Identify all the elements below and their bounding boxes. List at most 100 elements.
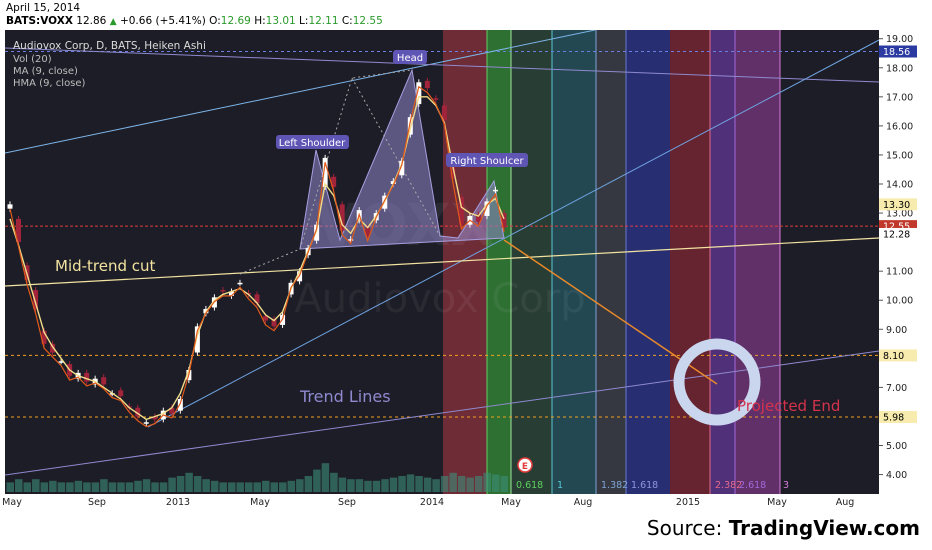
candle-body [331, 176, 337, 187]
candle-body [416, 82, 422, 105]
volume-bar [500, 476, 508, 492]
volume-bar [406, 474, 415, 492]
price-tag-box [879, 227, 917, 240]
pattern-guide-right [351, 77, 441, 237]
candle-body [475, 214, 481, 222]
head-label-box [393, 50, 427, 64]
fib-zone-teal [552, 30, 596, 494]
price-chart[interactable]: VOXX Audiovox Corp Head Left Shoulder [0, 30, 932, 510]
source-credit: Source: TradingView.com [647, 516, 920, 540]
volume-bar [330, 472, 338, 492]
x-tick-label: May [2, 497, 22, 508]
volume-bar [372, 480, 381, 492]
y-tick-label: 5.00 [886, 441, 907, 452]
volume-bar [466, 477, 474, 492]
candle-body [322, 157, 328, 187]
volume-bar [108, 482, 117, 492]
x-tick-label: Aug [836, 497, 855, 508]
y-tick-label: 13.00 [886, 209, 913, 220]
candle-body [41, 330, 47, 344]
legend-vol[interactable]: Vol (20) [13, 54, 52, 65]
ma-line [9, 96, 505, 421]
candle-body [237, 282, 243, 285]
x-tick-label: Sep [88, 497, 106, 508]
candle-body [16, 218, 22, 243]
volume-bar [151, 482, 159, 492]
open-label: O: [209, 15, 221, 27]
volume-bar [364, 480, 372, 492]
close-label: C: [341, 15, 353, 27]
legend-hma[interactable]: HMA (9, close) [13, 78, 86, 89]
candle-body [101, 377, 107, 385]
lower-trend-line [5, 350, 879, 476]
volume-bar [6, 482, 14, 492]
volume-bar [66, 482, 74, 492]
volume-bar [202, 479, 210, 492]
candle-body [194, 326, 200, 353]
volume-bar [210, 480, 219, 492]
candle-body [271, 319, 277, 327]
source-prefix: Source: [646, 516, 729, 540]
volume-bar [449, 472, 457, 492]
volume-bar [49, 480, 57, 492]
y-tick-label: 11.00 [886, 267, 913, 278]
volume-bar [423, 477, 432, 492]
volume-bar [262, 480, 270, 492]
volume-bar [142, 479, 151, 492]
upper-channel-line [5, 30, 596, 154]
volume-bar [57, 482, 66, 492]
fib-zone-blue [626, 30, 670, 494]
chart-title: Audiovox Corp, D, BATS, Heiken Ashi [13, 40, 206, 52]
trend-lines-label: Trend Lines [299, 387, 391, 406]
volume-bars [6, 463, 508, 492]
price-tag-box [879, 198, 917, 211]
volume-bar [287, 480, 296, 492]
high-label: H: [254, 15, 266, 27]
volume-bar [432, 479, 440, 492]
fib-label: 3 [783, 480, 789, 491]
x-tick-label: May [767, 497, 787, 508]
volume-bar [168, 477, 176, 492]
head-label: Head [397, 53, 423, 64]
candle-body [169, 407, 175, 414]
fib-zone-red2 [670, 30, 710, 494]
volume-bar [74, 480, 83, 492]
candle-body [50, 343, 56, 353]
source-brand: TradingView.com [728, 516, 920, 540]
right-shoulder-label: Right Shoulcer [450, 156, 524, 167]
candle-body [254, 294, 260, 304]
volume-bar [244, 482, 253, 492]
earnings-marker[interactable] [517, 457, 533, 473]
volume-bar [483, 472, 491, 492]
candle-body [348, 239, 354, 241]
watermark-name: Audiovox Corp [294, 276, 585, 322]
high-value: 13.01 [265, 15, 296, 27]
volume-bar [23, 482, 32, 492]
x-tick-label: Sep [338, 497, 356, 508]
candle-body [433, 98, 439, 100]
volume-bar [313, 469, 321, 492]
close-value: 12.55 [352, 15, 383, 27]
y-tick-label: 7.00 [886, 383, 907, 394]
candle-body [135, 407, 141, 417]
candle-body [314, 224, 320, 241]
x-tick-label: May [250, 497, 270, 508]
price-tag-label: 12.55 [883, 222, 910, 233]
volume-bar [125, 482, 134, 492]
fib-zone-darkgreen [511, 30, 552, 494]
legend-ma[interactable]: MA (9, close) [13, 66, 78, 77]
price-tag-label: 5.98 [883, 413, 904, 424]
time-axis-ticks: May Sep 2013 May Sep 2014 May Aug 2015 May Aug [2, 497, 854, 508]
volume-bar [176, 476, 185, 492]
volume-bar [193, 476, 202, 492]
left-shoulder-box [276, 135, 349, 149]
volume-bar [100, 479, 108, 492]
volume-bar [415, 476, 423, 492]
fib-time-zones [443, 30, 781, 494]
volume-bar [398, 476, 406, 492]
y-tick-label: 9.00 [886, 325, 907, 336]
descending-trend-line [5, 47, 879, 83]
volume-bar [219, 482, 227, 492]
chart-date: April 15, 2014 [6, 2, 81, 14]
